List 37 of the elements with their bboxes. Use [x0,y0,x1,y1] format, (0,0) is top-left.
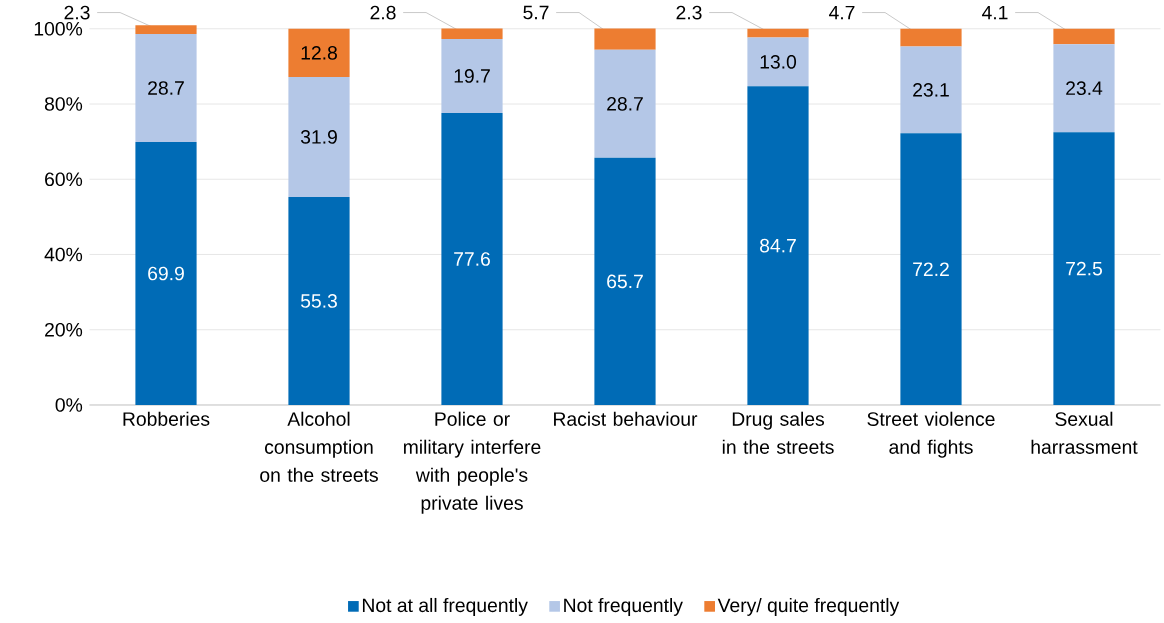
x-tick-label: Sexual harrassment [1031,411,1138,454]
data-label: 69.9 [148,266,184,281]
y-tick-label: 100% [34,21,83,36]
legend-label: Not at all frequently [362,597,528,616]
y-tick-label: 80% [44,97,83,111]
data-label: 77.6 [454,252,490,266]
data-label: 13.0 [760,55,797,69]
x-tick-label: Racist behaviour [554,411,698,426]
x-tick-label: Police or military interfere with people's private lives [403,411,541,514]
data-label: 2.3 [64,5,90,20]
data-label: 4.7 [829,5,855,20]
data-label: 84.7 [760,238,796,253]
y-tick-label: 0% [55,398,83,412]
data-label: 12.8 [301,45,337,60]
x-tick-label: Robberies [123,411,210,426]
data-label: 2.8 [370,5,396,20]
y-tick-label: 40% [44,247,83,262]
data-label: 55.3 [300,294,337,308]
data-label: 19.7 [454,69,490,83]
x-tick-label: Street violence and fights [867,411,995,458]
data-label: 65.7 [607,274,643,289]
data-label: 28.7 [148,81,184,95]
data-label: 72.5 [1066,261,1102,276]
data-label: 31.9 [300,130,337,144]
data-label: 23.4 [1066,81,1103,96]
data-label: 5.7 [523,5,549,20]
data-label: 23.1 [913,83,949,97]
legend-label: Not frequently [564,597,683,616]
y-tick-label: 20% [45,322,83,337]
data-label: 72.2 [913,262,949,276]
data-label: 28.7 [607,96,643,111]
y-tick-label: 60% [45,172,83,187]
x-tick-label: Alcohol consumption on the streets [260,411,378,482]
data-label: 2.3 [676,5,702,20]
x-tick-label: Drug sales in the streets [722,411,834,454]
legend-label: Very/ quite frequently [717,597,900,616]
data-label: 4.1 [981,5,1008,20]
